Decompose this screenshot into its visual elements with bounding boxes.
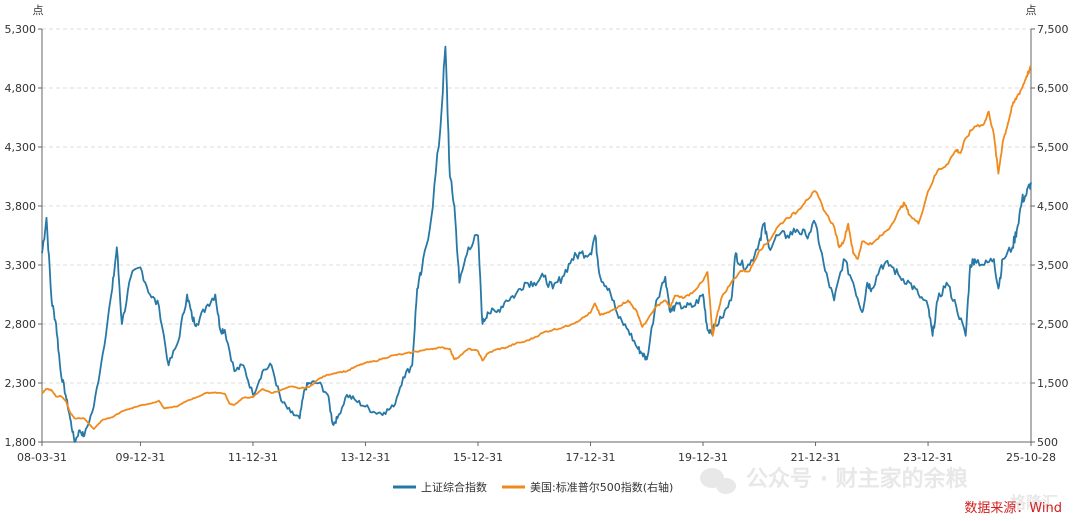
data-source: 数据来源：Wind xyxy=(964,501,1062,516)
x-tick-label: 08-03-31 xyxy=(17,451,67,464)
right-axis-unit: 点 xyxy=(1026,4,1037,17)
series-line-sse-composite xyxy=(41,45,1032,443)
left-tick-label: 3,800 xyxy=(5,200,37,213)
legend-label-sp500: 美国:标准普尔500指数(右轴) xyxy=(530,480,673,494)
x-tick-label: 15-12-31 xyxy=(453,451,503,464)
legend: 上证综合指数 美国:标准普尔500指数(右轴) xyxy=(393,480,673,494)
x-tick-label: 19-12-31 xyxy=(678,451,728,464)
x-tick-label: 09-12-31 xyxy=(115,451,165,464)
gridlines xyxy=(42,28,1031,384)
legend-label-sse: 上证综合指数 xyxy=(421,480,487,494)
right-tick-label: 7,500 xyxy=(1037,23,1069,36)
wechat-icon xyxy=(700,468,736,494)
left-tick-label: 3,300 xyxy=(5,259,37,272)
x-tick-label: 23-12-31 xyxy=(903,451,953,464)
x-tick-label: 21-12-31 xyxy=(791,451,841,464)
x-tick-label: 13-12-31 xyxy=(341,451,391,464)
series-lines xyxy=(41,45,1032,443)
left-axis-unit: 点 xyxy=(33,4,44,17)
right-tick-label: 2,500 xyxy=(1037,318,1069,331)
series-line-sp500 xyxy=(41,65,1032,430)
watermark-brand: 格隆汇 xyxy=(1010,493,1058,512)
watermark: 公众号 · 财主家的余粮 格隆汇 xyxy=(700,466,1058,512)
right-tick-label: 500 xyxy=(1037,436,1058,449)
axes: 1,800 2,300 2,800 3,300 3,800 4,300 4,800 5,300… xyxy=(5,23,1069,464)
right-tick-label: 5,500 xyxy=(1037,141,1069,154)
right-tick-label: 3,500 xyxy=(1037,259,1069,272)
left-tick-label: 4,800 xyxy=(5,82,37,95)
watermark-text: 公众号 · 财主家的余粮 xyxy=(746,466,968,492)
left-tick-label: 1,800 xyxy=(5,436,37,449)
right-tick-label: 6,500 xyxy=(1037,82,1069,95)
left-tick-label: 4,300 xyxy=(5,141,37,154)
right-tick-label: 1,500 xyxy=(1037,377,1069,390)
x-tick-label: 11-12-31 xyxy=(228,451,278,464)
x-tick-label: 25-10-28 xyxy=(1006,451,1056,464)
left-tick-label: 2,800 xyxy=(5,318,37,331)
x-tick-label: 17-12-31 xyxy=(566,451,616,464)
left-tick-label: 2,300 xyxy=(5,377,37,390)
left-tick-label: 5,300 xyxy=(5,23,37,36)
right-tick-label: 4,500 xyxy=(1037,200,1069,213)
